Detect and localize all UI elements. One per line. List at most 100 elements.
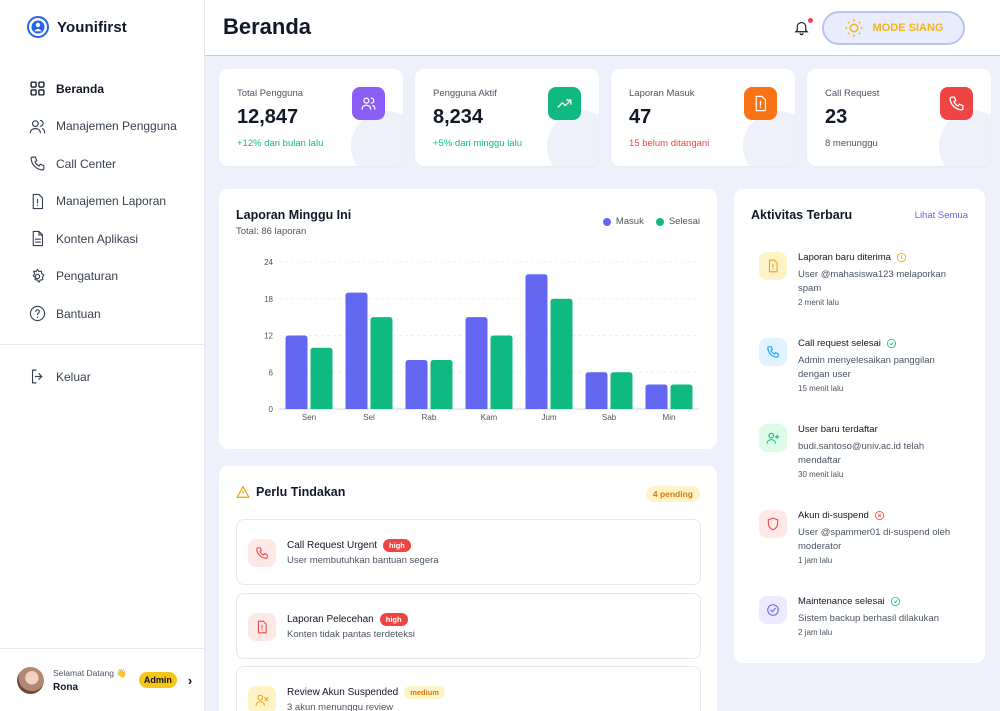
sidebar-item-label: Konten Aplikasi	[56, 231, 139, 246]
y-tick-label: 24	[264, 258, 273, 267]
avatar	[17, 666, 44, 694]
action-item[interactable]: Laporan Pelecehan high Konten tidak pant…	[236, 593, 701, 659]
activity-item-time: 2 menit lalu	[798, 298, 839, 307]
activity-item-label: Akun di-suspend	[798, 510, 869, 521]
stat-value: 23	[825, 106, 848, 128]
activity-item-label: Maintenance selesai	[798, 596, 885, 607]
alert-file-icon	[29, 193, 46, 210]
logout-button[interactable]: Keluar	[0, 358, 204, 396]
activity-item-title: Laporan baru diterima	[798, 252, 907, 263]
stat-sub: +5% dari minggu lalu	[433, 138, 522, 149]
action-item-desc: User membutuhkan bantuan segera	[287, 555, 439, 566]
stat-sub: 15 belum ditangani	[629, 138, 710, 149]
see-all-link[interactable]: Lihat Semua	[914, 210, 968, 221]
users-icon	[29, 118, 46, 135]
user-plus-icon	[759, 424, 787, 452]
check-circle-icon	[759, 596, 787, 624]
welcome-block: Selamat Datang 👋 Rona	[53, 668, 127, 693]
y-tick-label: 12	[264, 332, 273, 341]
x-tick-label: Sab	[602, 413, 617, 422]
activity-item-time: 30 menit lalu	[798, 470, 844, 479]
sun-icon	[844, 19, 863, 37]
stat-card-pengguna-aktif[interactable]: Pengguna Aktif 8,234 +5% dari minggu lal…	[415, 69, 599, 166]
phone-icon	[29, 155, 46, 172]
pending-badge: 4 pending	[645, 486, 700, 502]
stat-card-total-pengguna[interactable]: Total Pengguna 12,847 +12% dari bulan la…	[219, 69, 403, 166]
bar-masuk-sen	[285, 335, 308, 409]
bar-selesai-sab	[610, 372, 633, 409]
role-badge: Admin	[138, 672, 177, 688]
action-item-desc: Konten tidak pantas terdeteksi	[287, 629, 415, 640]
sidebar-item-label: Manajemen Pengguna	[56, 119, 177, 134]
sidebar-item-label: Beranda	[56, 81, 105, 96]
notification-dot	[807, 17, 814, 24]
brand-name: Younifirst	[57, 18, 127, 36]
legend-dot	[655, 217, 664, 226]
bar-selesai-rab	[430, 360, 453, 409]
activity-item-label: Call request selesai	[798, 338, 881, 349]
check-circle-icon	[890, 596, 900, 607]
user-profile[interactable]: Selamat Datang 👋 Rona Admin ›	[0, 648, 204, 711]
bar-masuk-jum	[525, 274, 548, 409]
logout-icon	[29, 368, 46, 385]
phone-icon	[759, 338, 787, 366]
action-required-card: Perlu Tindakan 4 pending Call Request Ur…	[219, 466, 717, 711]
action-item[interactable]: Review Akun Suspended medium 3 akun menu…	[236, 666, 701, 711]
activity-item-desc: User @mahasiswa123 melaporkan spam	[798, 269, 946, 294]
x-tick-label: Sel	[363, 413, 375, 422]
clock-icon	[896, 252, 906, 263]
activity-item-title: User baru terdaftar	[798, 424, 878, 435]
stat-value: 47	[629, 106, 652, 128]
top-header: Beranda MODE SIANG	[205, 0, 1000, 56]
priority-badge: medium	[404, 686, 445, 699]
theme-mode-button[interactable]: MODE SIANG	[822, 11, 965, 45]
shield-icon	[759, 510, 787, 538]
y-tick-label: 18	[264, 295, 273, 304]
brand[interactable]: Younifirst	[27, 16, 127, 38]
document-icon	[29, 230, 46, 247]
bar-selesai-sel	[370, 317, 393, 409]
notification-button[interactable]	[793, 17, 814, 37]
chart-subtitle: Total: 86 laporan	[236, 226, 307, 237]
stat-card-laporan-masuk[interactable]: Laporan Masuk 47 15 belum ditangani	[611, 69, 795, 166]
bar-selesai-kam	[490, 335, 513, 409]
action-item-label: Call Request Urgent	[287, 540, 378, 551]
sidebar-item-konten-aplikasi[interactable]: Konten Aplikasi	[0, 220, 204, 258]
action-item-title: Laporan Pelecehan high	[287, 613, 408, 626]
bar-masuk-sab	[585, 372, 608, 409]
activity-item-label: Laporan baru diterima	[798, 252, 891, 263]
chevron-right-icon[interactable]: ›	[187, 672, 193, 688]
action-item[interactable]: Call Request Urgent high User membutuhka…	[236, 519, 701, 585]
sidebar-item-manajemen-pengguna[interactable]: Manajemen Pengguna	[0, 108, 204, 146]
sidebar-item-label: Bantuan	[56, 306, 101, 321]
legend-label: Selesai	[668, 216, 700, 227]
gear-icon	[29, 268, 46, 285]
activity-item-time: 15 menit lalu	[798, 384, 844, 393]
activity-item-desc: User @spammer01 di-suspend oleh moderato…	[798, 527, 951, 552]
alert-file-icon	[248, 613, 276, 641]
action-item-label: Laporan Pelecehan	[287, 614, 374, 625]
sidebar-item-beranda[interactable]: Beranda	[0, 70, 204, 108]
stat-sub: 8 menunggu	[825, 138, 878, 149]
grid-icon	[29, 80, 46, 97]
y-tick-label: 0	[269, 405, 274, 414]
activity-item-desc: budi.santoso@univ.ac.id telah mendaftar	[798, 441, 925, 466]
stat-value: 8,234	[433, 106, 484, 128]
bar-masuk-sel	[345, 292, 368, 409]
legend-item-selesai: Selesai	[655, 216, 700, 227]
help-icon	[29, 305, 46, 322]
alert-file-icon	[759, 252, 787, 280]
legend-dot	[602, 217, 611, 226]
recent-activity-card: Aktivitas Terbaru Lihat Semua Laporan ba…	[734, 189, 985, 663]
action-title: Perlu Tindakan	[256, 485, 346, 499]
sidebar-item-pengaturan[interactable]: Pengaturan	[0, 258, 204, 296]
sidebar: Younifirst Beranda Manajemen Pengguna Ca…	[0, 0, 205, 711]
stat-card-call-request[interactable]: Call Request 23 8 menunggu	[807, 69, 991, 166]
sidebar-item-manajemen-laporan[interactable]: Manajemen Laporan	[0, 183, 204, 221]
weekly-report-chart-card: 24 18 12 6 0 Sen Sel Rab Kam Jum Sab Min Laporan Mi…	[219, 189, 717, 449]
stat-label: Total Pengguna	[237, 88, 304, 99]
trending-up-icon	[548, 87, 581, 120]
sidebar-item-call-center[interactable]: Call Center	[0, 145, 204, 183]
bar-selesai-min	[670, 384, 693, 409]
sidebar-item-bantuan[interactable]: Bantuan	[0, 295, 204, 333]
